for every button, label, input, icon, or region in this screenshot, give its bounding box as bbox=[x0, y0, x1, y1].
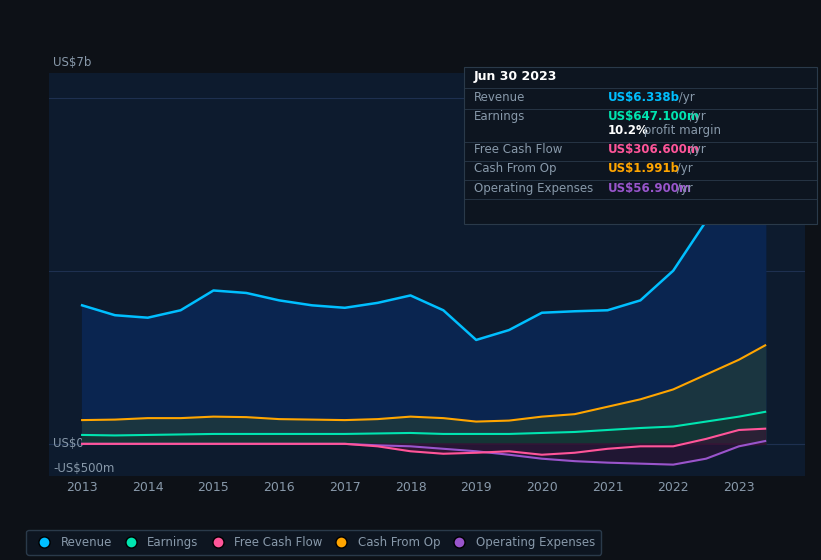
Text: Operating Expenses: Operating Expenses bbox=[474, 181, 593, 194]
Text: /yr: /yr bbox=[673, 162, 693, 175]
Text: Jun 30 2023: Jun 30 2023 bbox=[474, 69, 557, 82]
Text: US$1.991b: US$1.991b bbox=[608, 162, 680, 175]
Text: /yr: /yr bbox=[686, 110, 705, 123]
Text: US$306.600m: US$306.600m bbox=[608, 143, 699, 156]
Text: -US$500m: -US$500m bbox=[53, 462, 114, 475]
Text: US$6.338b: US$6.338b bbox=[608, 91, 680, 104]
Text: 10.2%: 10.2% bbox=[608, 124, 649, 137]
Text: Earnings: Earnings bbox=[474, 110, 525, 123]
Text: US$0: US$0 bbox=[53, 437, 84, 450]
Text: Revenue: Revenue bbox=[474, 91, 525, 104]
Text: /yr: /yr bbox=[686, 143, 705, 156]
Text: profit margin: profit margin bbox=[640, 124, 722, 137]
Text: Free Cash Flow: Free Cash Flow bbox=[474, 143, 562, 156]
Text: US$647.100m: US$647.100m bbox=[608, 110, 699, 123]
Text: /yr: /yr bbox=[675, 91, 695, 104]
Legend: Revenue, Earnings, Free Cash Flow, Cash From Op, Operating Expenses: Revenue, Earnings, Free Cash Flow, Cash … bbox=[26, 530, 601, 555]
Text: US$7b: US$7b bbox=[53, 56, 91, 69]
Text: US$56.900m: US$56.900m bbox=[608, 181, 691, 194]
Text: Cash From Op: Cash From Op bbox=[474, 162, 556, 175]
Text: /yr: /yr bbox=[673, 181, 693, 194]
